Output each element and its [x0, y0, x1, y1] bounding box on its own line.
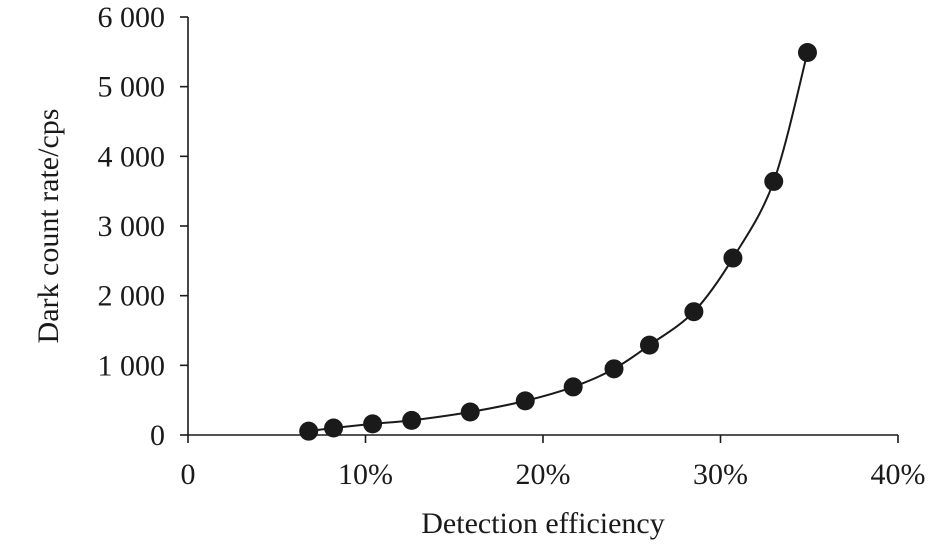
data-point [764, 171, 784, 191]
data-point [402, 410, 422, 430]
data-point [604, 359, 624, 379]
data-point [684, 302, 704, 322]
x-tick-label: 0 [181, 458, 196, 491]
data-point [363, 414, 383, 434]
y-tick-label: 6 000 [98, 1, 166, 34]
y-tick-label: 0 [150, 419, 165, 452]
x-axis-title: Detection efficiency [421, 507, 665, 540]
x-tick-label: 40% [871, 458, 926, 491]
y-tick-label: 4 000 [98, 140, 166, 173]
data-point [324, 418, 344, 438]
y-tick-label: 2 000 [98, 280, 166, 313]
y-axis-title: Dark count rate/cps [32, 109, 65, 344]
data-point [640, 335, 659, 355]
data-point [563, 377, 583, 397]
data-point [797, 43, 817, 63]
x-tick-label: 10% [338, 458, 393, 491]
data-point [460, 402, 480, 422]
axes [187, 17, 898, 436]
x-tick-label: 20% [516, 458, 571, 491]
data-points [299, 43, 817, 441]
data-point [723, 248, 743, 268]
y-tick-label: 3 000 [98, 210, 166, 243]
x-tick-label: 30% [693, 458, 748, 491]
y-tick-label: 5 000 [98, 71, 166, 104]
x-ticks: 0 10% 20% 30% 40% [181, 435, 926, 491]
data-point [299, 421, 319, 441]
trend-curve [308, 52, 809, 433]
y-ticks: 0 1 000 2 000 3 000 4 000 5 000 6 000 [98, 1, 188, 452]
data-point [515, 391, 535, 411]
y-tick-label: 1 000 [98, 349, 166, 382]
